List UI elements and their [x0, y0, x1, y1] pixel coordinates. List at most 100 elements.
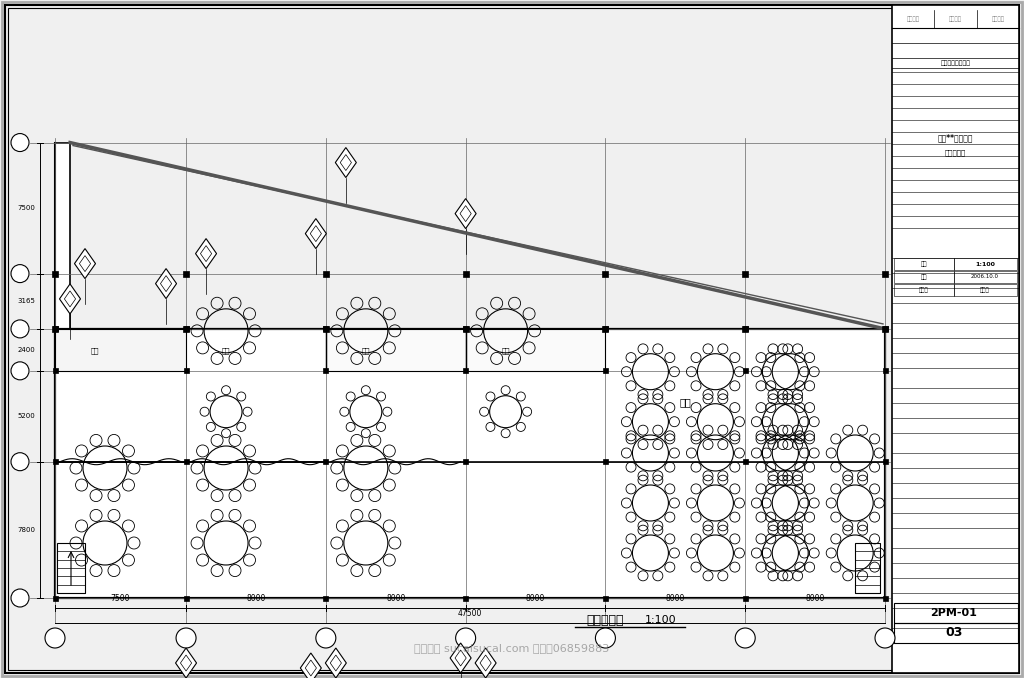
Bar	[894, 271, 954, 283]
Bar	[602, 271, 608, 277]
Text: 7800: 7800	[17, 527, 35, 533]
Bar	[882, 271, 888, 277]
Polygon shape	[326, 648, 346, 678]
Polygon shape	[55, 329, 885, 598]
Circle shape	[11, 453, 29, 471]
Text: 6: 6	[742, 633, 749, 643]
Text: 工程师: 工程师	[920, 287, 929, 293]
Bar	[602, 326, 608, 332]
Circle shape	[315, 628, 336, 648]
Bar	[463, 271, 469, 277]
Bar	[52, 326, 57, 332]
Text: 5200: 5200	[17, 414, 35, 419]
Bar	[742, 595, 748, 601]
Bar	[603, 368, 608, 374]
Bar	[463, 459, 468, 464]
Polygon shape	[80, 256, 90, 272]
Bar	[742, 368, 748, 374]
Polygon shape	[340, 155, 351, 171]
Text: 建设单位: 建设单位	[948, 16, 962, 22]
Bar	[954, 284, 1017, 296]
Text: 阳城**山大酒店: 阳城**山大酒店	[938, 134, 973, 142]
Bar	[883, 326, 888, 332]
Polygon shape	[480, 655, 492, 671]
Polygon shape	[175, 648, 197, 678]
Bar	[894, 603, 1018, 623]
Bar	[883, 368, 888, 374]
Text: 包间: 包间	[502, 348, 510, 354]
Bar	[55, 329, 186, 371]
Polygon shape	[300, 653, 322, 678]
Text: 设计单位: 设计单位	[906, 16, 920, 22]
Text: 3165: 3165	[17, 298, 35, 304]
Text: 某某设计有限公司: 某某设计有限公司	[940, 60, 971, 66]
Text: 1:100: 1:100	[645, 615, 676, 625]
Bar	[326, 329, 466, 371]
Text: 厨房: 厨房	[91, 348, 99, 354]
Circle shape	[11, 320, 29, 338]
Bar	[323, 326, 329, 332]
Polygon shape	[161, 275, 172, 292]
Bar	[183, 326, 188, 332]
Text: E: E	[17, 268, 24, 279]
Bar	[892, 5, 1019, 673]
Polygon shape	[59, 284, 81, 314]
Circle shape	[176, 628, 196, 648]
Polygon shape	[75, 249, 95, 279]
Text: 程工程: 程工程	[980, 287, 990, 293]
Bar	[603, 326, 608, 332]
Polygon shape	[455, 199, 476, 228]
Bar	[324, 368, 329, 374]
Text: 日期: 日期	[921, 274, 928, 280]
Polygon shape	[65, 291, 76, 307]
Bar	[954, 258, 1017, 270]
Circle shape	[11, 134, 29, 152]
Text: 8000: 8000	[806, 594, 824, 603]
Bar	[52, 595, 57, 601]
Text: 2006.10.0: 2006.10.0	[971, 275, 999, 279]
Polygon shape	[196, 239, 216, 268]
Text: 8000: 8000	[386, 594, 406, 603]
Text: 8000: 8000	[666, 594, 685, 603]
Bar	[894, 258, 954, 270]
Bar	[183, 326, 189, 332]
Polygon shape	[460, 205, 471, 222]
Bar	[742, 326, 748, 332]
Text: 2: 2	[183, 633, 189, 643]
Text: 7500: 7500	[111, 594, 130, 603]
Text: 2PM-01: 2PM-01	[931, 608, 978, 618]
Bar	[463, 326, 468, 332]
Bar	[883, 459, 888, 464]
Circle shape	[456, 628, 475, 648]
Polygon shape	[310, 226, 322, 241]
Bar	[52, 459, 57, 464]
Text: 47500: 47500	[458, 609, 482, 618]
Polygon shape	[475, 648, 497, 678]
Bar	[183, 271, 189, 277]
Circle shape	[595, 628, 615, 648]
Polygon shape	[305, 660, 316, 676]
Text: A: A	[16, 593, 24, 603]
Bar	[742, 271, 749, 277]
Text: B: B	[16, 457, 24, 466]
Bar	[183, 368, 188, 374]
Bar	[954, 271, 1017, 283]
Circle shape	[874, 628, 895, 648]
Text: 7: 7	[882, 633, 888, 643]
Text: 2400: 2400	[17, 347, 35, 353]
Bar	[603, 595, 608, 601]
Bar	[57, 543, 85, 593]
Text: 4: 4	[463, 633, 469, 643]
Bar	[463, 368, 468, 374]
Bar	[883, 595, 888, 601]
Polygon shape	[335, 148, 356, 178]
Circle shape	[11, 362, 29, 380]
Text: 3: 3	[323, 633, 329, 643]
Text: 8000: 8000	[246, 594, 265, 603]
Circle shape	[11, 264, 29, 283]
Text: D: D	[16, 324, 24, 334]
Text: 8000: 8000	[526, 594, 545, 603]
Text: 素材天下 sucaisucal.com 编号：06859883: 素材天下 sucaisucal.com 编号：06859883	[415, 643, 609, 653]
Bar	[324, 459, 329, 464]
Bar	[742, 459, 748, 464]
